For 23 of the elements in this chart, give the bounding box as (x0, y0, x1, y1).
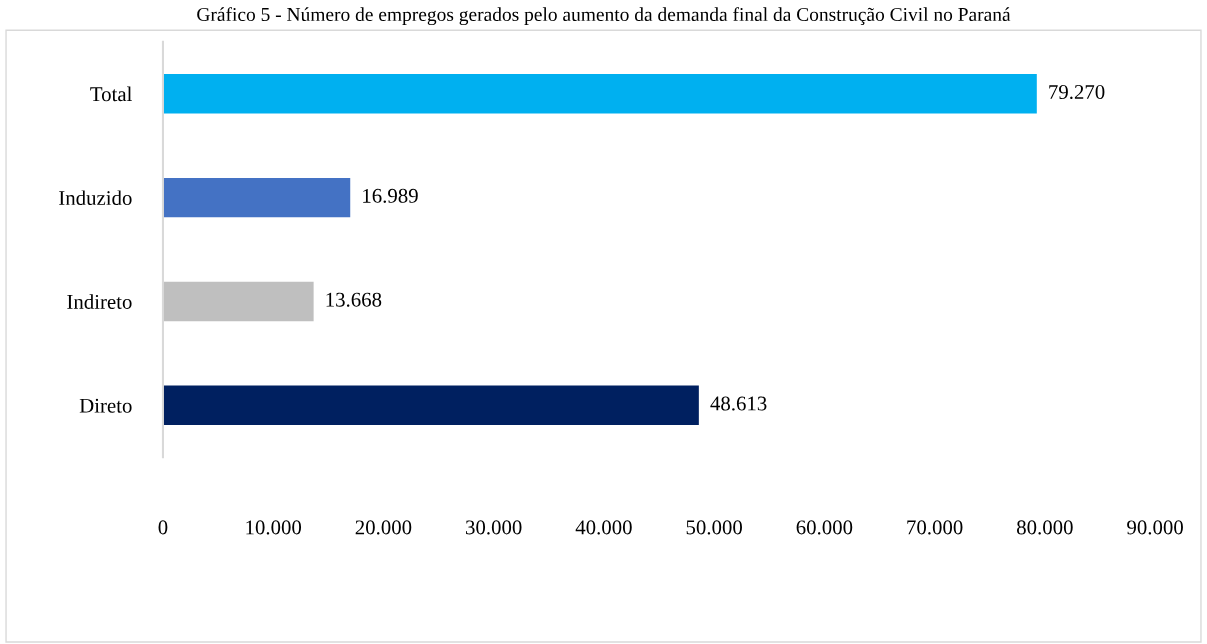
x-tick-label: 10.000 (246, 520, 302, 535)
chart-title: Gráfico 5 - Número de empregos gerados pelo aumento da demanda final da Construção Civil no Paraná (197, 7, 1011, 26)
y-tick-label: Induzido (59, 190, 132, 206)
x-tick-label: 50.000 (686, 520, 742, 535)
y-tick-label: Indireto (67, 294, 132, 309)
bar (162, 281, 314, 322)
data-label: 79.270 (1049, 84, 1105, 100)
y-tick-label: Total (90, 86, 132, 102)
x-tick-label: 60.000 (796, 520, 853, 535)
x-tick-label: 90.000 (1127, 520, 1183, 535)
data-label: 16.989 (363, 188, 418, 203)
x-tick-label: 0 (158, 520, 168, 535)
data-label: 48.613 (710, 396, 767, 411)
x-tick-label: 20.000 (355, 520, 412, 535)
x-tick-label: 30.000 (466, 520, 522, 535)
x-tick-label: 70.000 (907, 520, 963, 535)
y-tick-label: Direto (79, 398, 132, 413)
bar (162, 74, 1037, 114)
x-tick-label: 40.000 (575, 520, 632, 535)
data-label: 13.668 (326, 292, 382, 307)
bar (162, 177, 351, 218)
bar (162, 385, 699, 426)
x-tick-label: 80.000 (1017, 520, 1073, 535)
